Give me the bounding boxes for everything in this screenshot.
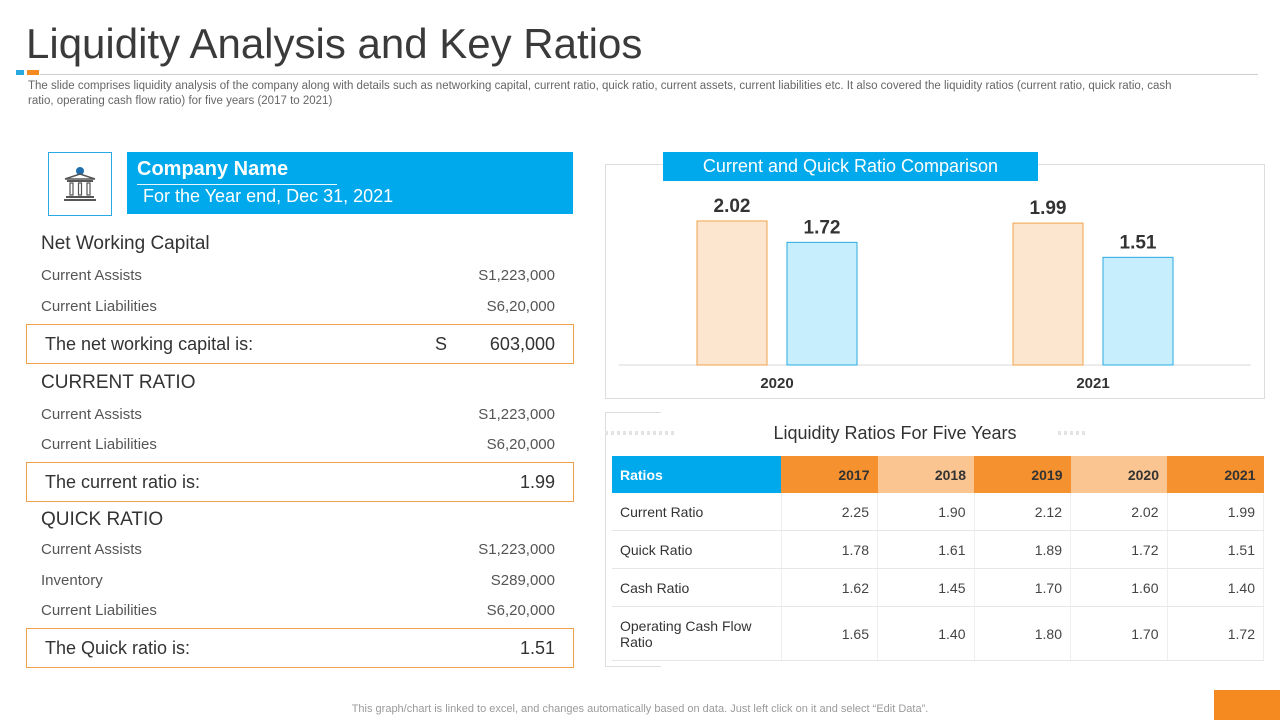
title-divider [40, 74, 1258, 75]
current-ratio-result-value: 1.99 [519, 472, 555, 492]
chart-category-label: 2021 [1076, 375, 1109, 392]
table-cell: 1.51 [1167, 530, 1264, 569]
quick-ratio-heading: QUICK RATIO [41, 509, 164, 530]
ratio-comparison-chart: 2.02 1.72 2020 1.99 1.51 2021 [619, 196, 1251, 392]
qr-row-value: S6,20,000 [486, 602, 555, 619]
cr-row-value: S6,20,000 [486, 436, 555, 453]
qr-row-value: S289,000 [490, 572, 555, 589]
table-header-cell: 2019 [974, 456, 1071, 493]
table-header-cell: 2018 [877, 456, 974, 493]
table-title: Liquidity Ratios For Five Years [773, 423, 1017, 443]
quick-ratio-result-box: The Quick ratio is: 1.51 [26, 628, 574, 668]
nwc-result-currency: S [435, 334, 448, 354]
table-cell: 1.89 [974, 530, 1071, 569]
table-cell: 1.70 [974, 568, 1071, 607]
chart-category-label: 2020 [760, 375, 793, 392]
table-cell: 1.40 [877, 606, 975, 661]
table-cell: 1.72 [1167, 606, 1264, 661]
qr-row-label: Inventory [41, 572, 103, 589]
table-cell: 2.12 [974, 493, 1071, 531]
qr-row-label: Current Liabilities [41, 602, 157, 619]
table-cell: 1.65 [781, 606, 878, 661]
company-name-underline [137, 184, 337, 185]
liquidity-ratios-table: Ratios 2017 2018 2019 2020 2021 Current … [612, 456, 1264, 661]
chart-data-label: 1.72 [804, 217, 841, 238]
page-subtitle: The slide comprises liquidity analysis o… [28, 80, 1172, 107]
table-cell: 1.80 [974, 606, 1071, 661]
title-accent-orange [27, 70, 39, 75]
company-banner: Company Name For the Year end, Dec 31, 2… [127, 152, 573, 214]
nwc-heading: Net Working Capital [41, 233, 210, 254]
title-accent-blue [16, 70, 24, 75]
chart-bar [786, 241, 858, 366]
table-row: Current Ratio 2.25 1.90 2.12 2.02 1.99 [612, 493, 1264, 531]
nwc-row-label: Current Assists [41, 267, 142, 284]
footnote: This graph/chart is linked to excel, and… [351, 703, 929, 715]
chart-bar [1012, 222, 1084, 366]
chart-title: Current and Quick Ratio Comparison [663, 152, 1038, 181]
table-row-label: Operating Cash Flow Ratio [612, 606, 782, 661]
table-header-cell: 2021 [1167, 456, 1264, 493]
cr-row-value: S1,223,000 [478, 406, 555, 423]
table-row-label: Cash Ratio [612, 568, 782, 607]
table-row-label: Quick Ratio [612, 530, 782, 569]
company-name: Company Name [137, 158, 289, 180]
company-year-end: For the Year end, Dec 31, 2021 [143, 186, 394, 206]
table-cell: 1.72 [1070, 530, 1168, 569]
nwc-row-value: S1,223,000 [478, 267, 555, 284]
table-cell: 1.90 [877, 493, 975, 531]
current-ratio-heading: CURRENT RATIO [41, 372, 196, 393]
chart-bar [1102, 256, 1174, 366]
table-row: Quick Ratio 1.78 1.61 1.89 1.72 1.51 [612, 530, 1264, 569]
table-cell: 1.45 [877, 568, 975, 607]
chart-data-label: 1.99 [1030, 198, 1067, 219]
chart-data-label: 1.51 [1120, 232, 1157, 253]
current-ratio-result-box: The current ratio is: 1.99 [26, 462, 574, 502]
quick-ratio-result-label: The Quick ratio is: [45, 638, 191, 658]
table-header-row: Ratios 2017 2018 2019 2020 2021 [612, 456, 1264, 493]
nwc-row-value: S6,20,000 [486, 298, 555, 315]
table-cell: 1.70 [1070, 606, 1168, 661]
table-header-cell: 2017 [781, 456, 878, 493]
bank-building-icon [64, 167, 96, 201]
table-cell: 1.62 [781, 568, 878, 607]
chart-bar [696, 220, 768, 366]
cr-row-label: Current Assists [41, 406, 142, 423]
table-cell: 2.25 [781, 493, 878, 531]
table-cell: 1.61 [877, 530, 975, 569]
qr-row-label: Current Assists [41, 541, 142, 558]
table-cell: 2.02 [1070, 493, 1168, 531]
company-logo [48, 152, 112, 216]
nwc-row-label: Current Liabilities [41, 298, 157, 315]
table-cell: 1.60 [1070, 568, 1168, 607]
quick-ratio-result-value: 1.51 [519, 638, 555, 658]
table-cell: 1.40 [1167, 568, 1264, 607]
nwc-result-value: 603,000 [489, 334, 555, 354]
table-header-cell: 2020 [1070, 456, 1167, 493]
cr-row-label: Current Liabilities [41, 436, 157, 453]
table-row: Cash Ratio 1.62 1.45 1.70 1.60 1.40 [612, 568, 1264, 607]
chart-data-label: 2.02 [714, 196, 751, 217]
corner-accent [1214, 690, 1280, 720]
table-row-label: Current Ratio [612, 493, 782, 531]
table-title-deco-right [1058, 431, 1088, 435]
table-frame [605, 412, 661, 667]
page-title: Liquidity Analysis and Key Ratios [26, 20, 643, 67]
table-title-deco-left [605, 431, 675, 435]
current-ratio-result-label: The current ratio is: [45, 472, 201, 492]
table-row: Operating Cash Flow Ratio 1.65 1.40 1.80… [612, 606, 1264, 661]
qr-row-value: S1,223,000 [478, 541, 555, 558]
table-cell: 1.78 [781, 530, 878, 569]
nwc-result-box: The net working capital is: S 603,000 [26, 324, 574, 364]
table-cell: 1.99 [1167, 493, 1264, 531]
nwc-result-label: The net working capital is: [45, 334, 254, 354]
table-header-cell: Ratios [612, 456, 781, 493]
